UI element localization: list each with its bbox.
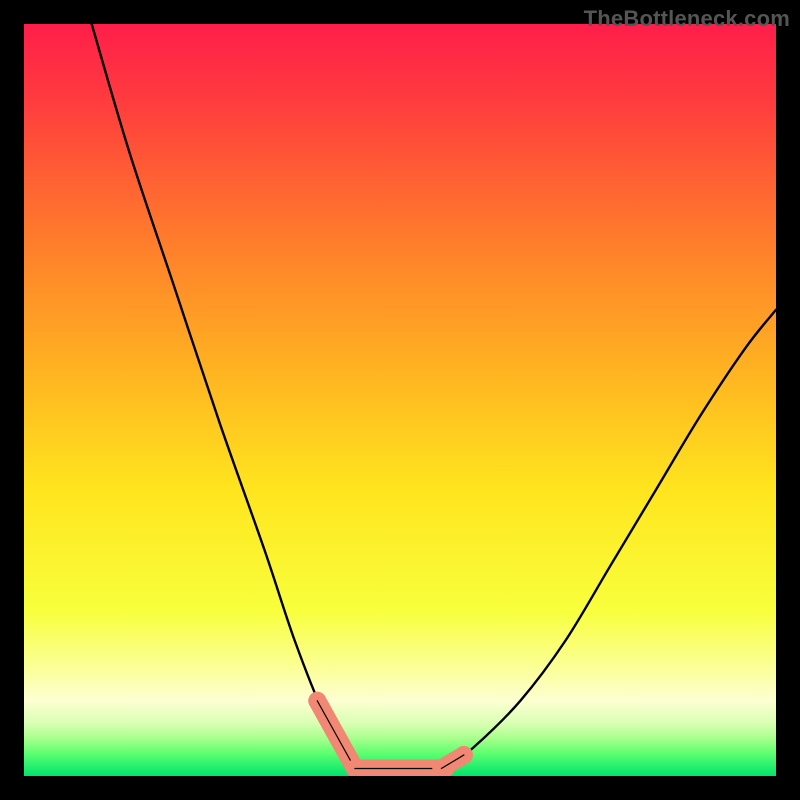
- plot-svg: [24, 24, 776, 776]
- chart-frame: TheBottleneck.com: [0, 0, 800, 800]
- watermark-text: TheBottleneck.com: [584, 6, 790, 32]
- plot-area: [24, 24, 776, 776]
- gradient-background: [24, 24, 776, 776]
